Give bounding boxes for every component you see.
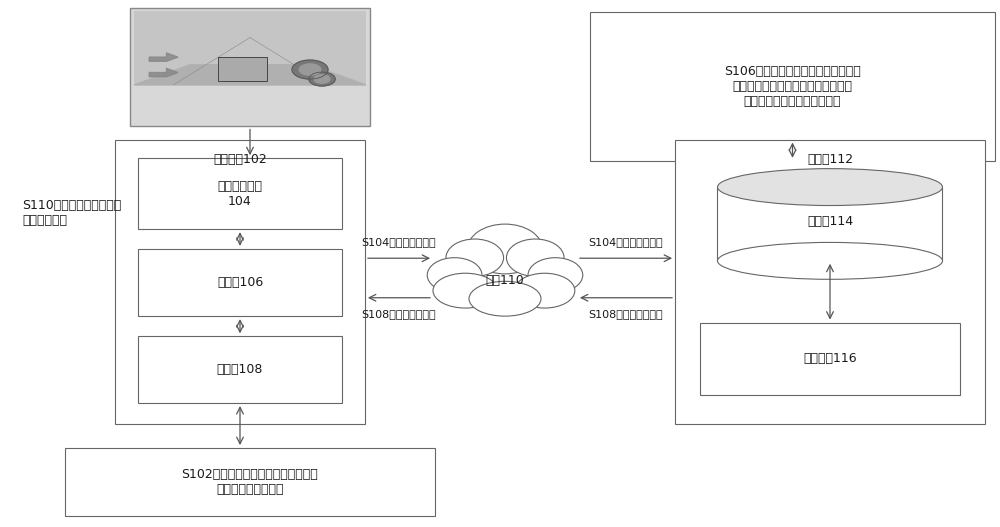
FancyBboxPatch shape xyxy=(138,336,342,403)
Ellipse shape xyxy=(506,239,564,276)
Circle shape xyxy=(292,60,328,79)
Circle shape xyxy=(309,72,335,86)
Text: S108，发送操作指令: S108，发送操作指令 xyxy=(362,309,436,319)
Text: 服务器112: 服务器112 xyxy=(807,153,853,166)
FancyBboxPatch shape xyxy=(134,12,366,85)
Ellipse shape xyxy=(446,239,504,276)
Circle shape xyxy=(314,75,330,83)
FancyBboxPatch shape xyxy=(717,187,942,261)
FancyBboxPatch shape xyxy=(138,158,342,229)
Text: S104，发送目标距离: S104，发送目标距离 xyxy=(589,237,663,247)
FancyBboxPatch shape xyxy=(590,12,995,161)
FancyBboxPatch shape xyxy=(65,448,435,516)
FancyBboxPatch shape xyxy=(218,57,267,81)
Text: 人机交互屏幕
104: 人机交互屏幕 104 xyxy=(218,180,262,208)
Text: 数据库114: 数据库114 xyxy=(807,215,853,228)
Text: 处理引擎116: 处理引擎116 xyxy=(803,353,857,365)
Ellipse shape xyxy=(468,224,542,274)
Text: S108，发送操作指令: S108，发送操作指令 xyxy=(589,309,663,319)
Text: 网络110: 网络110 xyxy=(486,274,524,287)
FancyBboxPatch shape xyxy=(138,249,342,316)
FancyBboxPatch shape xyxy=(675,140,985,424)
Polygon shape xyxy=(134,65,366,85)
FancyBboxPatch shape xyxy=(115,140,365,424)
Ellipse shape xyxy=(718,169,942,206)
Circle shape xyxy=(299,64,321,75)
FancyBboxPatch shape xyxy=(130,8,370,126)
Polygon shape xyxy=(149,69,178,76)
Polygon shape xyxy=(149,53,178,61)
Ellipse shape xyxy=(514,273,575,308)
Text: 用户设备102: 用户设备102 xyxy=(213,153,267,166)
Ellipse shape xyxy=(427,258,482,292)
Ellipse shape xyxy=(433,273,498,308)
Text: S110、控制第一虚拟对象
执行加速操作: S110、控制第一虚拟对象 执行加速操作 xyxy=(22,199,121,228)
Text: S106、在检测到目标距离小于等于第
一距离阈值的持续时长达到第一时间
阈值的情况下，触发操作指令: S106、在检测到目标距离小于等于第 一距离阈值的持续时长达到第一时间 阈值的情… xyxy=(724,65,861,108)
Ellipse shape xyxy=(528,258,583,292)
FancyBboxPatch shape xyxy=(700,323,960,395)
Ellipse shape xyxy=(469,281,541,316)
Ellipse shape xyxy=(718,242,942,279)
Text: S104，发送目标距离: S104，发送目标距离 xyxy=(362,237,436,247)
Text: S102、检测第一虚拟对象与第二虚拟
对象之间的目标距离: S102、检测第一虚拟对象与第二虚拟 对象之间的目标距离 xyxy=(182,468,318,496)
Text: 处理器106: 处理器106 xyxy=(217,276,263,289)
Text: 存储器108: 存储器108 xyxy=(217,363,263,376)
